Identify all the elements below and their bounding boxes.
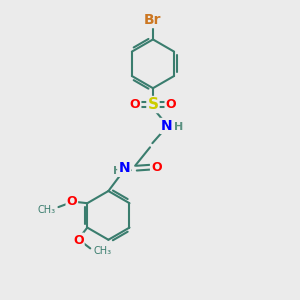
Text: S: S — [148, 97, 158, 112]
Text: N: N — [160, 119, 172, 133]
Text: O: O — [166, 98, 176, 111]
Text: H: H — [174, 122, 184, 132]
Text: Br: Br — [144, 13, 162, 27]
Text: N: N — [118, 161, 130, 175]
Text: CH₃: CH₃ — [93, 246, 111, 256]
Text: O: O — [130, 98, 140, 111]
Text: CH₃: CH₃ — [38, 205, 56, 215]
Text: H: H — [113, 166, 122, 176]
Text: O: O — [73, 234, 84, 247]
Text: O: O — [151, 161, 162, 174]
Text: O: O — [67, 195, 77, 208]
